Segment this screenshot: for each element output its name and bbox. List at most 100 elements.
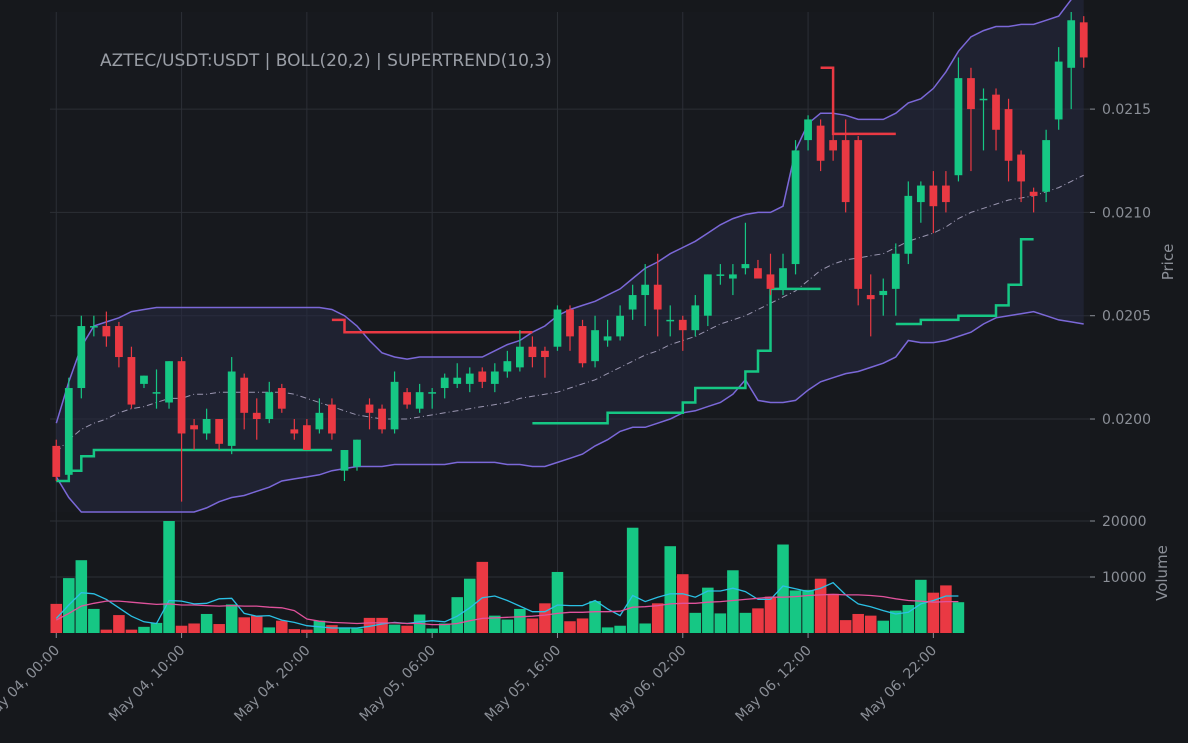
volume-bar [526, 618, 539, 633]
volume-axis-ticks: 10000 20000 [1090, 514, 1147, 586]
volume-bar [338, 627, 351, 633]
bollinger-lower [55, 310, 1084, 513]
candle-body [1067, 20, 1076, 68]
candle-body [315, 412, 324, 430]
candle-body [115, 326, 123, 358]
candle-body [328, 404, 336, 434]
volume-bar [940, 585, 952, 633]
candle-body [967, 78, 975, 110]
volume-bar [601, 627, 614, 633]
supertrend-line [895, 238, 1034, 326]
volume-bar [739, 612, 752, 633]
volume-moving-averages [55, 581, 959, 629]
volume-tick-label: 20000 [1102, 514, 1147, 530]
volume-bar [238, 617, 250, 633]
volume-bar [376, 617, 388, 633]
volume-bar [188, 623, 200, 633]
volume-bar [589, 601, 601, 633]
candle-body [52, 445, 61, 477]
price-axis-ticks: 0.0200 0.0205 0.0210 0.0215 [1090, 102, 1151, 428]
candle-body [1004, 109, 1013, 161]
candle-body [378, 408, 386, 430]
volume-bar [839, 620, 852, 633]
candles [52, 12, 1088, 502]
supertrend-line [532, 287, 821, 425]
candle-body [879, 290, 888, 296]
volume-bar [401, 625, 413, 633]
volume-bar [213, 624, 225, 633]
volume-bar [564, 621, 576, 633]
volume-bar [88, 608, 100, 633]
candle-body [979, 98, 988, 101]
candle-body [265, 392, 274, 420]
volume-bar [915, 579, 927, 633]
volume-bar [438, 623, 451, 633]
candle-body [628, 295, 637, 310]
candle-body [729, 274, 737, 279]
candle-body [127, 357, 136, 405]
candle-body [1042, 140, 1051, 192]
volume-bar [551, 571, 564, 633]
candle-body [904, 195, 913, 254]
candle-body [1029, 191, 1038, 196]
candle-body [804, 119, 812, 141]
volume-bar [814, 578, 827, 633]
candle-body [490, 371, 499, 384]
candle-body [152, 392, 161, 394]
volume-bar [163, 521, 175, 633]
candle-body [929, 185, 938, 207]
volume-bar [463, 578, 476, 633]
candle-body [202, 419, 211, 434]
candle-body [440, 377, 449, 389]
volume-ma-fast [55, 581, 959, 629]
volume-bar [639, 623, 651, 633]
volume-bar [576, 618, 589, 633]
volume-bar [777, 544, 789, 633]
volume-bar [225, 604, 238, 633]
candle-body [165, 361, 173, 403]
volume-bar [727, 570, 739, 633]
volume-bar [250, 615, 263, 633]
candle-body [616, 315, 625, 337]
price-tick-label: 0.0200 [1102, 412, 1151, 428]
volume-bar [113, 615, 125, 633]
candle-body [428, 392, 437, 394]
chart-title: AZTEC/USDT:USDT | BOLL(20,2) | SUPERTREN… [100, 51, 552, 71]
volume-bar [614, 625, 626, 633]
candle-body [866, 295, 875, 300]
candle-body [829, 140, 838, 151]
volume-bar [539, 603, 551, 633]
volume-bar [714, 613, 727, 633]
candle-body [741, 264, 750, 269]
candle-body [553, 309, 562, 347]
candle-body [1017, 154, 1025, 182]
candle-body [64, 388, 73, 475]
volume-bar [351, 628, 363, 633]
volume-ma-slow [55, 593, 959, 626]
candle-body [1079, 22, 1088, 58]
volume-bar [276, 620, 288, 633]
candle-body [528, 346, 537, 358]
volume-bar [363, 617, 376, 633]
candle-body [453, 377, 462, 384]
volume-bar [50, 603, 63, 633]
candle-body [403, 392, 411, 405]
candle-body [766, 274, 775, 289]
candle-body [779, 268, 787, 289]
candle-body [653, 284, 662, 310]
volume-bar [501, 619, 514, 633]
candle-body [603, 336, 612, 341]
volume-bar [100, 629, 113, 633]
volume-bar [952, 602, 965, 633]
candle-body [916, 185, 925, 203]
volume-bar [877, 620, 890, 633]
volume-bar [651, 603, 664, 633]
candle-body [754, 268, 762, 279]
volume-bar [890, 610, 902, 633]
volume-bar [764, 596, 777, 633]
volume-bar [75, 560, 88, 633]
volume-bar [263, 627, 276, 633]
candle-body [1054, 61, 1063, 120]
candle-body [365, 404, 374, 413]
